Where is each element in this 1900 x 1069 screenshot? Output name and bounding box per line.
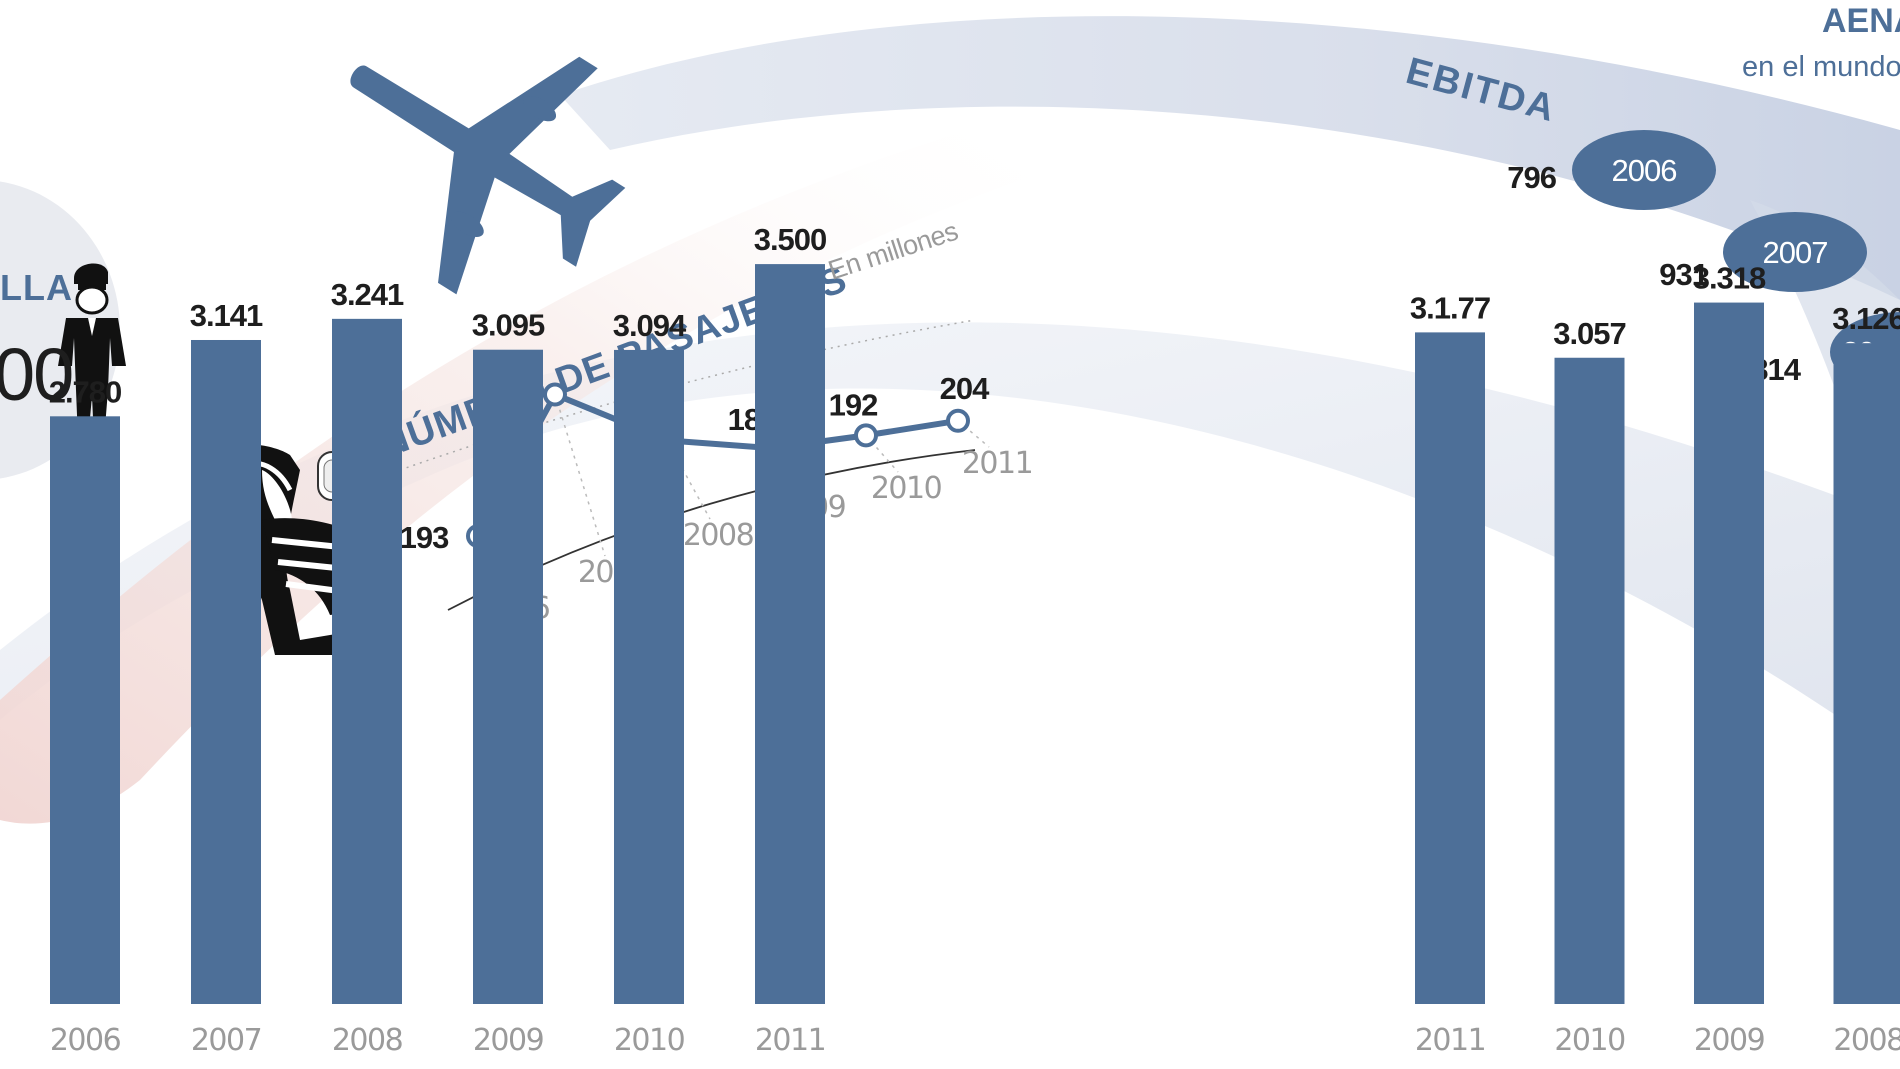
left-bar-value-2010: 3.094 (613, 308, 687, 343)
right-bar-bar-2008 (1833, 343, 1900, 1005)
ebitda-oval-1 (1572, 130, 1716, 210)
right-bar-chart: 3.1.77 2011 3.057 2010 3.318 2009 3.126 2008 (1410, 261, 1900, 1058)
left-bar-year-2009: 2009 (473, 1023, 543, 1058)
pilot-icon (58, 263, 126, 440)
left-partial-label: LLA (0, 267, 73, 308)
right-bar-year-2010: 2010 (1554, 1023, 1625, 1058)
right-bar-value-2009: 3.318 (1693, 261, 1766, 296)
blue-swoosh-upper (560, 16, 1900, 300)
right-bar-bar-2009 (1694, 302, 1764, 1004)
line-year-2008: 2008 (683, 518, 754, 553)
left-bar-value-2007: 3.141 (190, 298, 263, 333)
aena-header: AENA en el mundo (1742, 2, 1900, 83)
line-drop-2011 (957, 420, 990, 448)
left-bar-year-2007: 2007 (191, 1023, 261, 1058)
blue-band-right (1750, 200, 1900, 620)
ebitda-value-1: 796 (1507, 160, 1556, 195)
line-chart-dotted-guide (399, 319, 976, 471)
line-point-2007 (543, 382, 567, 407)
aena-title: AENA (1822, 2, 1900, 40)
line-year-2011: 2011 (962, 446, 1032, 481)
right-bar-year-2009: 2009 (1694, 1023, 1764, 1058)
airplane-icon (350, 56, 626, 295)
left-bar-bar-2006 (50, 416, 120, 1005)
left-bar-chart: 2.780 2006 3.141 2007 3.241 2008 3.095 2009 3.09… (49, 222, 828, 1058)
left-bar-year-2006: 2006 (50, 1023, 121, 1058)
line-point-2011 (946, 408, 970, 433)
aena-subtitle: en el mundo (1742, 51, 1900, 83)
ebitda-oval-2 (1723, 212, 1867, 292)
right-bar-bar-2010 (1554, 357, 1625, 1004)
right-bar-bar-2011 (1415, 332, 1485, 1004)
line-value-2011: 204 (940, 371, 990, 406)
ebitda-value-2: 931 (1659, 257, 1708, 292)
left-bar-bar-2009 (473, 349, 543, 1004)
left-bar-value-2011: 3.500 (754, 222, 827, 257)
line-drop-2008 (666, 439, 711, 520)
right-bar-value-2008: 3.126 (1832, 301, 1900, 336)
left-bar-value-2006: 2.780 (49, 374, 122, 409)
left-bar-year-2010: 2010 (614, 1023, 685, 1058)
right-bar-value-2010: 3.057 (1553, 316, 1626, 351)
left-bar-bar-2007 (191, 339, 261, 1004)
line-point-2010 (854, 423, 878, 448)
left-bar-value-2008: 3.241 (331, 277, 404, 312)
left-bar-bar-2010 (614, 349, 684, 1004)
right-bar-year-2008: 2008 (1833, 1023, 1900, 1058)
left-bar-bar-2008 (332, 318, 402, 1004)
left-partial-number: 00 (0, 333, 72, 416)
line-year-2010: 2010 (871, 471, 942, 506)
left-bar-bar-2011 (755, 264, 825, 1005)
ebitda-year-1: 2006 (1612, 153, 1677, 188)
left-bar-year-2008: 2008 (332, 1023, 403, 1058)
left-bar-value-2009: 3.095 (472, 308, 545, 343)
right-bar-year-2011: 2011 (1415, 1023, 1485, 1058)
line-value-2006: 193 (400, 520, 449, 555)
ebitda-year-2: 2007 (1763, 235, 1828, 270)
line-value-2010: 192 (829, 387, 878, 422)
right-bar-value-2011: 3.1.77 (1410, 290, 1490, 325)
red-swoosh (0, 120, 1050, 824)
left-partial-block: LLA 00 (0, 267, 74, 416)
left-bar-year-2011: 2011 (755, 1023, 825, 1058)
